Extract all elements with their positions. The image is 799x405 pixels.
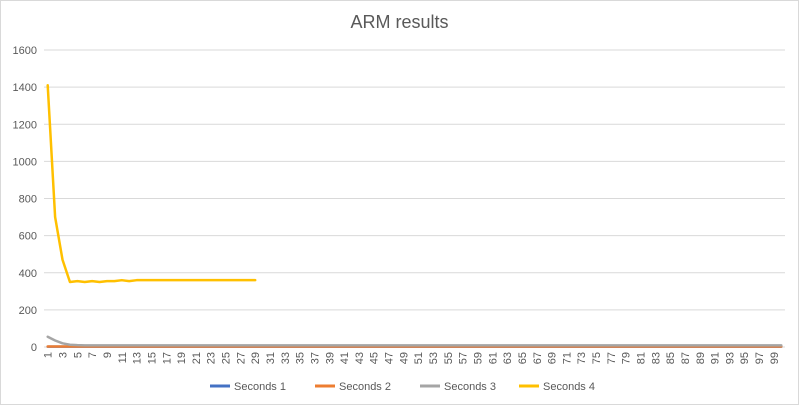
x-tick-label: 41 — [339, 352, 351, 364]
legend-label: Seconds 4 — [543, 381, 595, 393]
legend: Seconds 1 Seconds 2 Seconds 3 Seconds 4 — [210, 381, 595, 393]
legend-item-seconds-3: Seconds 3 — [420, 381, 496, 393]
series-line-seconds-4 — [46, 84, 257, 284]
x-tick-label: 97 — [754, 352, 766, 364]
x-tick-label: 57 — [458, 352, 470, 364]
x-tick-label: 31 — [265, 352, 277, 364]
x-tick-label: 5 — [72, 352, 84, 358]
x-tick-label: 45 — [369, 352, 381, 364]
x-tick-label: 29 — [250, 352, 262, 364]
x-tick-label: 65 — [517, 352, 529, 364]
legend-label: Seconds 1 — [234, 381, 286, 393]
x-tick-label: 95 — [739, 352, 751, 364]
legend-item-seconds-4: Seconds 4 — [519, 381, 595, 393]
y-tick-label: 600 — [19, 231, 37, 243]
x-tick-label: 67 — [532, 352, 544, 364]
legend-item-seconds-1: Seconds 1 — [210, 381, 286, 393]
x-tick-label: 53 — [428, 352, 440, 364]
series-line-seconds-3 — [46, 335, 783, 347]
x-tick-label: 63 — [502, 352, 514, 364]
x-tick-label: 99 — [769, 352, 781, 364]
x-tick-label: 73 — [576, 352, 588, 364]
y-tick-label: 1400 — [13, 82, 37, 94]
x-tick-label: 9 — [102, 352, 114, 358]
chart-title: ARM results — [350, 12, 448, 32]
series-lines — [46, 84, 783, 348]
legend-label: Seconds 3 — [444, 381, 496, 393]
x-tick-label: 21 — [191, 352, 203, 364]
x-tick-label: 91 — [710, 352, 722, 364]
x-tick-label: 71 — [561, 352, 573, 364]
x-tick-label: 69 — [547, 352, 559, 364]
x-tick-label: 33 — [280, 352, 292, 364]
x-tick-label: 51 — [413, 352, 425, 364]
x-tick-label: 43 — [354, 352, 366, 364]
y-tick-label: 800 — [19, 194, 37, 206]
x-tick-label: 23 — [206, 352, 218, 364]
y-tick-label: 1200 — [13, 119, 37, 131]
y-tick-label: 400 — [19, 268, 37, 280]
x-tick-label: 49 — [398, 352, 410, 364]
x-tick-label: 17 — [161, 352, 173, 364]
x-tick-label: 15 — [146, 352, 158, 364]
x-tick-label: 39 — [324, 352, 336, 364]
x-tick-label: 11 — [117, 352, 129, 363]
x-tick-label: 59 — [472, 352, 484, 364]
x-tick-label: 7 — [87, 352, 99, 358]
x-tick-label: 19 — [176, 352, 188, 364]
x-tick-label: 61 — [487, 352, 499, 364]
x-tick-label: 13 — [132, 352, 144, 364]
y-axis-tick-labels: 0 200 400 600 800 1000 1200 1400 1600 — [13, 45, 37, 354]
y-tick-label: 200 — [19, 305, 37, 317]
x-tick-label: 1 — [43, 352, 55, 358]
x-tick-label: 81 — [636, 352, 648, 364]
legend-item-seconds-2: Seconds 2 — [315, 381, 391, 393]
x-tick-label: 89 — [695, 352, 707, 364]
x-tick-label: 85 — [665, 352, 677, 364]
x-tick-label: 35 — [295, 352, 307, 364]
x-tick-label: 77 — [606, 352, 618, 364]
x-tick-label: 37 — [309, 352, 321, 364]
x-tick-label: 83 — [650, 352, 662, 364]
legend-label: Seconds 2 — [339, 381, 391, 393]
x-tick-label: 75 — [591, 352, 603, 364]
x-tick-label: 93 — [724, 352, 736, 364]
x-tick-label: 27 — [235, 352, 247, 364]
gridlines — [44, 49, 785, 348]
x-tick-label: 79 — [621, 352, 633, 364]
x-axis-tick-labels: 1 3 5 7 9 11 13 15 17 19 21 23 25 27 29 31 33 35 37 39 41 43 4… — [43, 352, 781, 364]
x-tick-label: 47 — [384, 352, 396, 364]
x-tick-label: 87 — [680, 352, 692, 364]
y-tick-label: 1600 — [13, 45, 37, 57]
y-tick-label: 0 — [31, 342, 37, 354]
x-tick-label: 3 — [58, 352, 70, 358]
x-tick-label: 25 — [221, 352, 233, 364]
x-tick-label: 55 — [443, 352, 455, 364]
y-tick-label: 1000 — [13, 156, 37, 168]
